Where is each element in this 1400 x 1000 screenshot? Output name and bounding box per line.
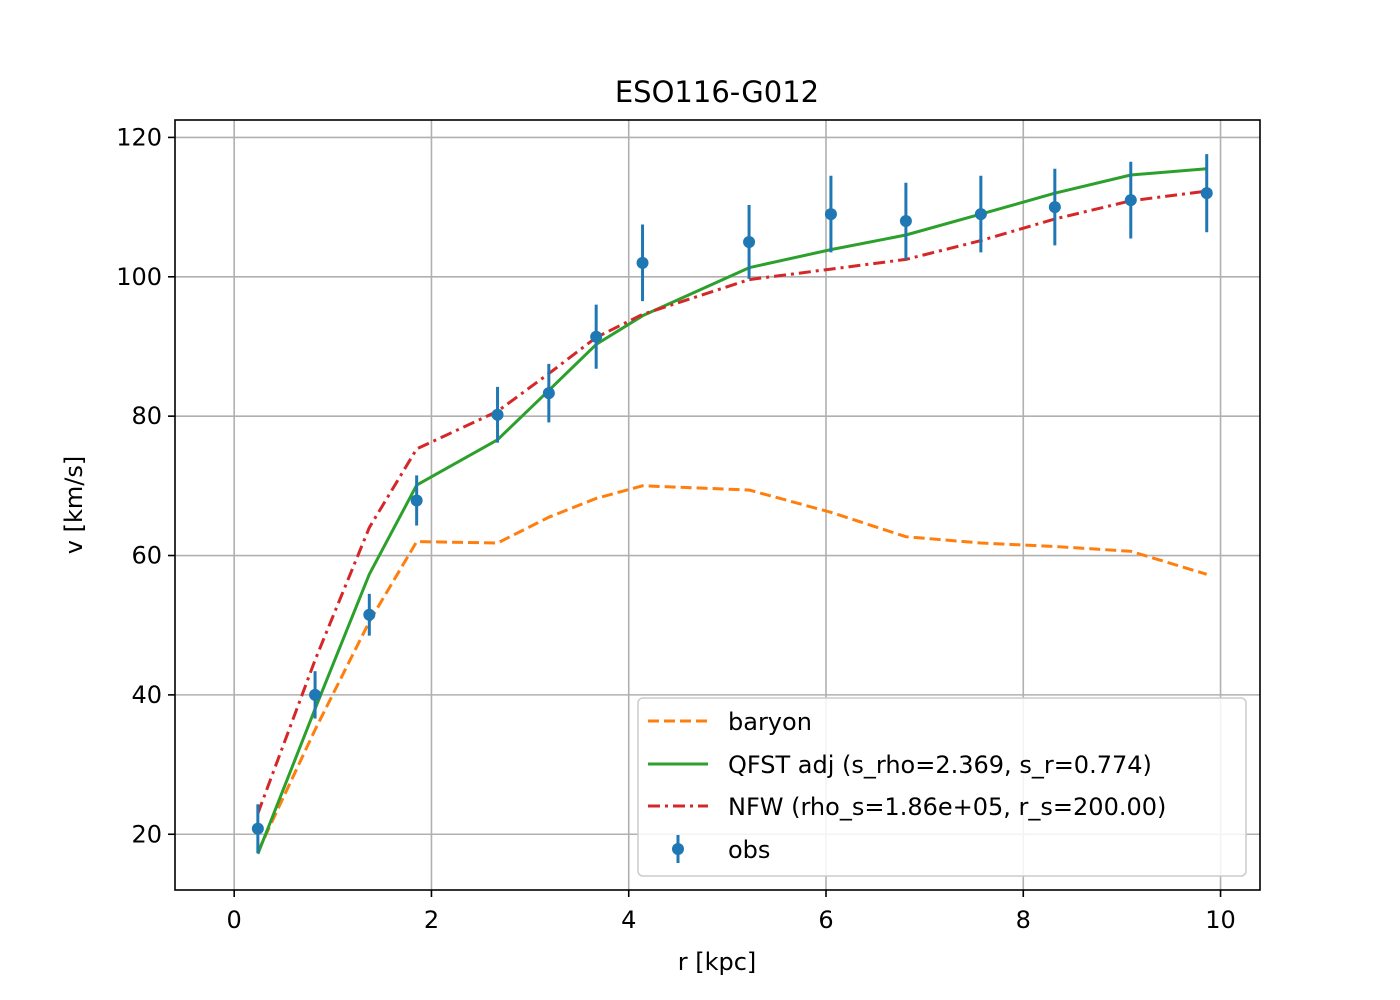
y-tick-label: 80 <box>131 402 162 430</box>
observed-points <box>251 154 1213 854</box>
x-tick-label: 2 <box>424 906 439 934</box>
obs-point <box>743 235 756 248</box>
legend-box <box>637 697 1247 877</box>
legend-label-baryon: baryon <box>728 708 812 736</box>
obs-point <box>1200 187 1213 200</box>
legend-swatch-obs <box>672 835 684 863</box>
series-line-nfw <box>256 189 1207 814</box>
obs-point <box>1124 194 1137 207</box>
obs-point <box>824 208 837 221</box>
obs-point <box>1048 201 1061 214</box>
series-line-qfst <box>256 167 1207 855</box>
obs-point <box>590 330 603 343</box>
obs-point <box>309 688 322 701</box>
x-tick-label: 8 <box>1016 906 1031 934</box>
x-tick-label: 6 <box>818 906 833 934</box>
obs-point <box>410 494 423 507</box>
grid-lines <box>175 120 1260 890</box>
x-tick-label: 4 <box>621 906 636 934</box>
y-axis-label: v [km/s] <box>60 456 88 554</box>
legend-label-qfst: QFST adj (s_rho=2.369, s_r=0.774) <box>728 751 1152 779</box>
legend-label-obs: obs <box>728 836 770 864</box>
obs-point <box>491 408 504 421</box>
axis-ticks: 0 2 4 6 8 10 20 40 60 80 100 120 <box>116 123 1236 934</box>
series-lines <box>256 167 1208 855</box>
obs-point <box>899 215 912 228</box>
x-tick-label: 10 <box>1205 906 1236 934</box>
y-tick-label: 100 <box>116 263 162 291</box>
plot-frame <box>174 119 1261 891</box>
legend-obs-marker <box>672 843 684 855</box>
obs-point <box>974 208 987 221</box>
y-tick-label: 120 <box>116 123 162 151</box>
x-tick-label: 0 <box>227 906 242 934</box>
legend-label-nfw: NFW (rho_s=1.86e+05, r_s=200.00) <box>728 793 1166 821</box>
x-axis-label: r [kpc] <box>678 948 757 976</box>
y-tick-label: 60 <box>131 542 162 570</box>
y-tick-label: 40 <box>131 681 162 709</box>
obs-point <box>636 256 649 269</box>
chart-title: ESO116-G012 <box>615 75 819 109</box>
obs-point <box>542 387 555 400</box>
obs-point <box>251 822 264 835</box>
obs-point <box>363 608 376 621</box>
series-line-baryon <box>256 484 1208 853</box>
y-tick-label: 20 <box>131 820 162 848</box>
legend: baryon QFST adj (s_rho=2.369, s_r=0.774)… <box>637 697 1247 877</box>
